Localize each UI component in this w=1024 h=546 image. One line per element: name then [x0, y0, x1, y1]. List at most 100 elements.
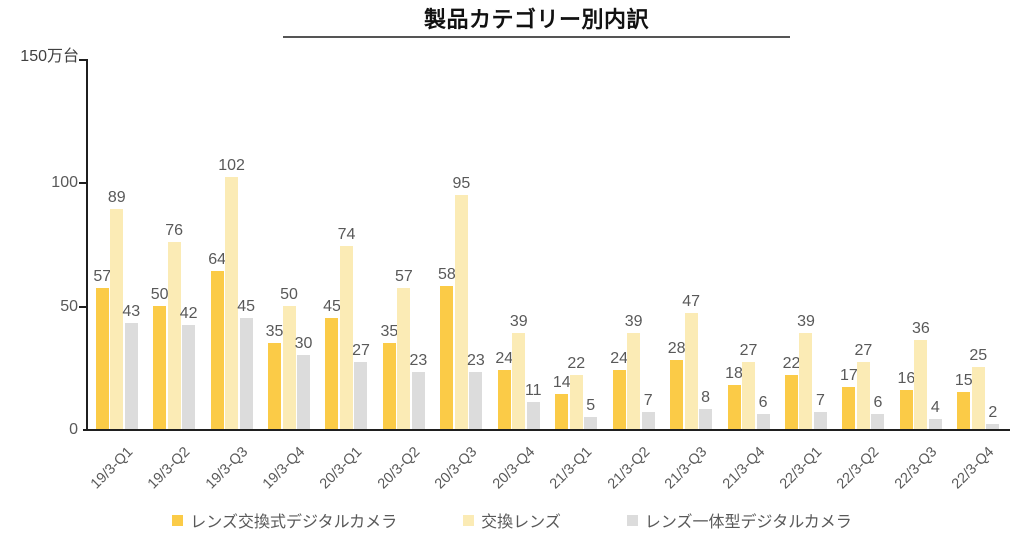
bar-series2: [569, 374, 583, 429]
x-axis-label: 21/3-Q2: [604, 444, 653, 493]
bar-series2: [799, 332, 813, 429]
bar-series3: [124, 322, 138, 429]
bar-series2: [454, 194, 468, 429]
bar-series2: [225, 177, 239, 429]
bar-value-label: 18: [725, 364, 743, 382]
y-axis-line: [86, 59, 88, 431]
bar-value-label: 25: [969, 347, 988, 365]
bar-value-label: 27: [352, 342, 370, 360]
bar-value-label: 24: [495, 349, 514, 367]
chart-title-underline: [283, 36, 790, 38]
bar-series2: [339, 246, 353, 429]
bar-series1: [899, 389, 913, 429]
legend-swatch: [463, 514, 475, 526]
legend: レンズ交換式デジタルカメラ 交換レンズ レンズ一体型デジタルカメラ: [0, 508, 1024, 532]
y-axis-tick: [79, 59, 86, 61]
bar-value-label: 42: [179, 305, 198, 323]
x-axis-label: 20/3-Q1: [317, 444, 366, 493]
bar-value-label: 43: [122, 302, 141, 320]
bar-value-label: 47: [682, 293, 700, 311]
bar-series2: [167, 241, 181, 429]
bar-series3: [354, 362, 368, 429]
bar-value-label: 5: [586, 396, 596, 414]
bar-series3: [182, 325, 196, 429]
x-axis-label: 21/3-Q4: [719, 444, 768, 493]
bar-series1: [497, 369, 511, 429]
y-axis-unit-label: 150万台: [20, 48, 79, 65]
bar-value-label: 57: [93, 268, 112, 286]
bar-series3: [813, 411, 827, 429]
x-axis-label: 19/3-Q4: [259, 444, 309, 493]
bar-value-label: 39: [797, 312, 815, 330]
legend-item-1: レンズ交換式デジタルカメラ: [172, 508, 397, 532]
legend-label: 交換レンズ: [481, 514, 561, 531]
bar-series2: [627, 332, 641, 429]
y-axis-tick: [79, 182, 86, 185]
bar-value-label: 30: [294, 335, 313, 352]
bar-series3: [526, 401, 540, 429]
bar-value-label: 24: [610, 349, 629, 367]
legend-item-2: 交換レンズ: [463, 508, 561, 532]
bar-value-label: 22: [782, 354, 801, 372]
x-axis-line: [83, 429, 1010, 431]
bar-series2: [856, 362, 870, 429]
bar-series1: [153, 305, 167, 429]
bar-series2: [397, 288, 411, 429]
bar-value-label: 50: [280, 285, 298, 303]
bar-value-label: 45: [323, 298, 341, 315]
chart-title-wrap: 製品カテゴリー別内訳: [283, 6, 790, 38]
bar-value-label: 23: [466, 352, 485, 370]
bar-value-label: 36: [911, 320, 930, 338]
bar-value-label: 76: [165, 221, 184, 239]
bar-series1: [95, 288, 109, 429]
x-axis-label: 20/3-Q2: [374, 444, 424, 493]
x-axis-label: 19/3-Q1: [87, 444, 137, 493]
legend-label: レンズ一体型デジタルカメラ: [644, 514, 852, 531]
bar-series1: [382, 342, 396, 429]
x-axis-label: 20/3-Q4: [489, 444, 539, 493]
bar-series1: [325, 318, 339, 429]
bar-value-label: 7: [643, 391, 653, 409]
bar-series2: [110, 209, 124, 429]
bar-series1: [210, 271, 224, 429]
x-axis-label: 22/3-Q2: [834, 444, 883, 493]
bar-series3: [871, 414, 885, 429]
bar-series1: [612, 369, 626, 429]
bar-series3: [584, 416, 598, 429]
bar-series2: [742, 362, 756, 429]
bar-value-label: 58: [437, 265, 456, 283]
y-axis-tick: [79, 305, 86, 308]
bar-value-label: 17: [840, 367, 858, 385]
bar-series1: [842, 387, 856, 429]
y-axis-tick-label: 100: [51, 174, 78, 192]
bar-value-label: 15: [954, 372, 973, 389]
plot-area: 0 50 100 57 89 43 19/3-Q1 50 76 42 19/3-Q2 64 102 45 1…: [51, 59, 1010, 492]
bar-series2: [684, 313, 698, 429]
bar-value-label: 50: [150, 285, 169, 303]
bar-series2: [914, 340, 928, 429]
x-axis-label: 21/3-Q1: [547, 444, 596, 493]
bar-value-label: 64: [208, 251, 226, 269]
bar-value-label: 6: [758, 394, 768, 412]
bar-series1: [727, 384, 741, 429]
x-axis-label: 20/3-Q3: [432, 444, 481, 493]
x-axis-label: 21/3-Q3: [662, 444, 711, 493]
bar-value-label: 89: [107, 189, 126, 207]
bar-series3: [239, 318, 253, 429]
x-axis-label: 19/3-Q3: [202, 444, 251, 493]
bar-series3: [928, 419, 942, 429]
bar-value-label: 57: [395, 268, 413, 286]
bar-series1: [784, 374, 798, 429]
bar-value-label: 35: [380, 322, 399, 340]
bar-series3: [469, 372, 483, 429]
bar-value-label: 16: [897, 369, 916, 387]
y-axis-tick-label: 50: [60, 297, 78, 315]
bar-value-label: 35: [265, 322, 284, 340]
bar-value-label: 27: [854, 342, 873, 360]
bar-value-label: 39: [624, 312, 643, 330]
bar-series3: [411, 372, 425, 429]
bar-value-label: 8: [701, 389, 711, 407]
bar-value-label: 23: [409, 352, 428, 370]
bar-series1: [555, 394, 569, 429]
